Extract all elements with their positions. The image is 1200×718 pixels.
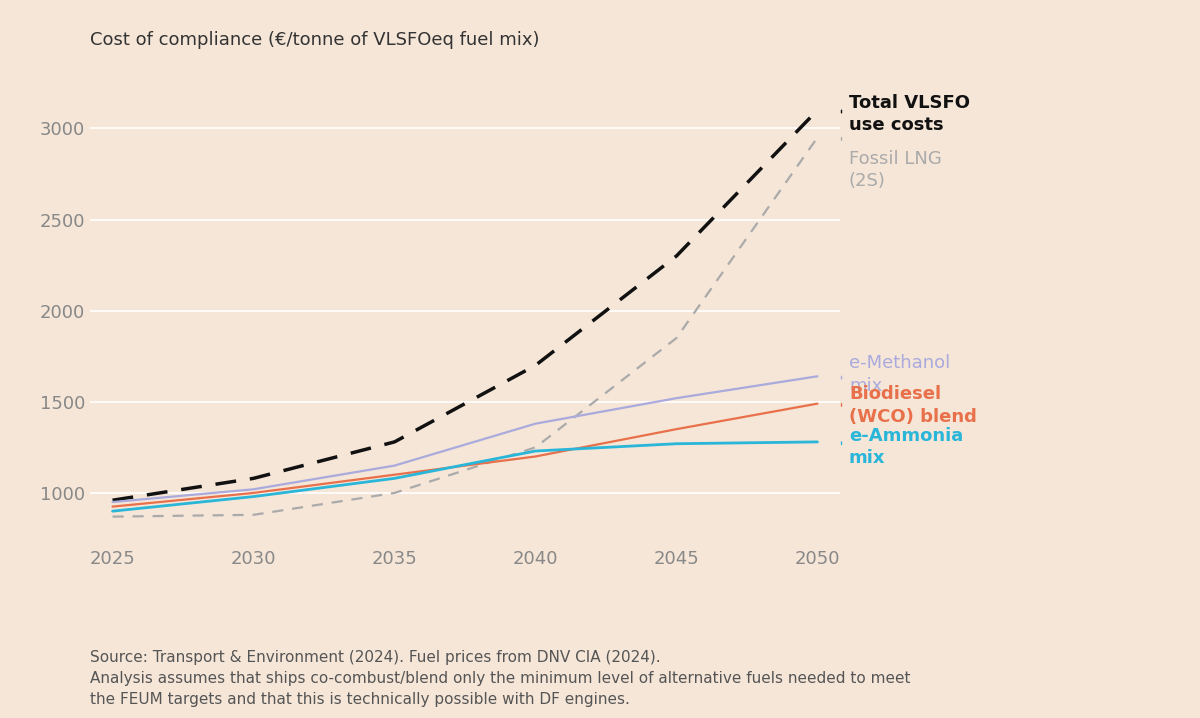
Text: Biodiesel
(WCO) blend: Biodiesel (WCO) blend (850, 386, 977, 426)
Text: Cost of compliance (€/tonne of VLSFOeq fuel mix): Cost of compliance (€/tonne of VLSFOeq f… (90, 31, 540, 49)
Text: Total VLSFO
use costs: Total VLSFO use costs (850, 94, 970, 134)
Text: e-Methanol
mix: e-Methanol mix (850, 355, 950, 395)
Text: Fossil LNG
(2S): Fossil LNG (2S) (850, 150, 942, 190)
Text: e-Ammonia
mix: e-Ammonia mix (850, 427, 964, 467)
Text: Source: Transport & Environment (2024). Fuel prices from DNV CIA (2024).
Analysi: Source: Transport & Environment (2024). … (90, 651, 911, 707)
